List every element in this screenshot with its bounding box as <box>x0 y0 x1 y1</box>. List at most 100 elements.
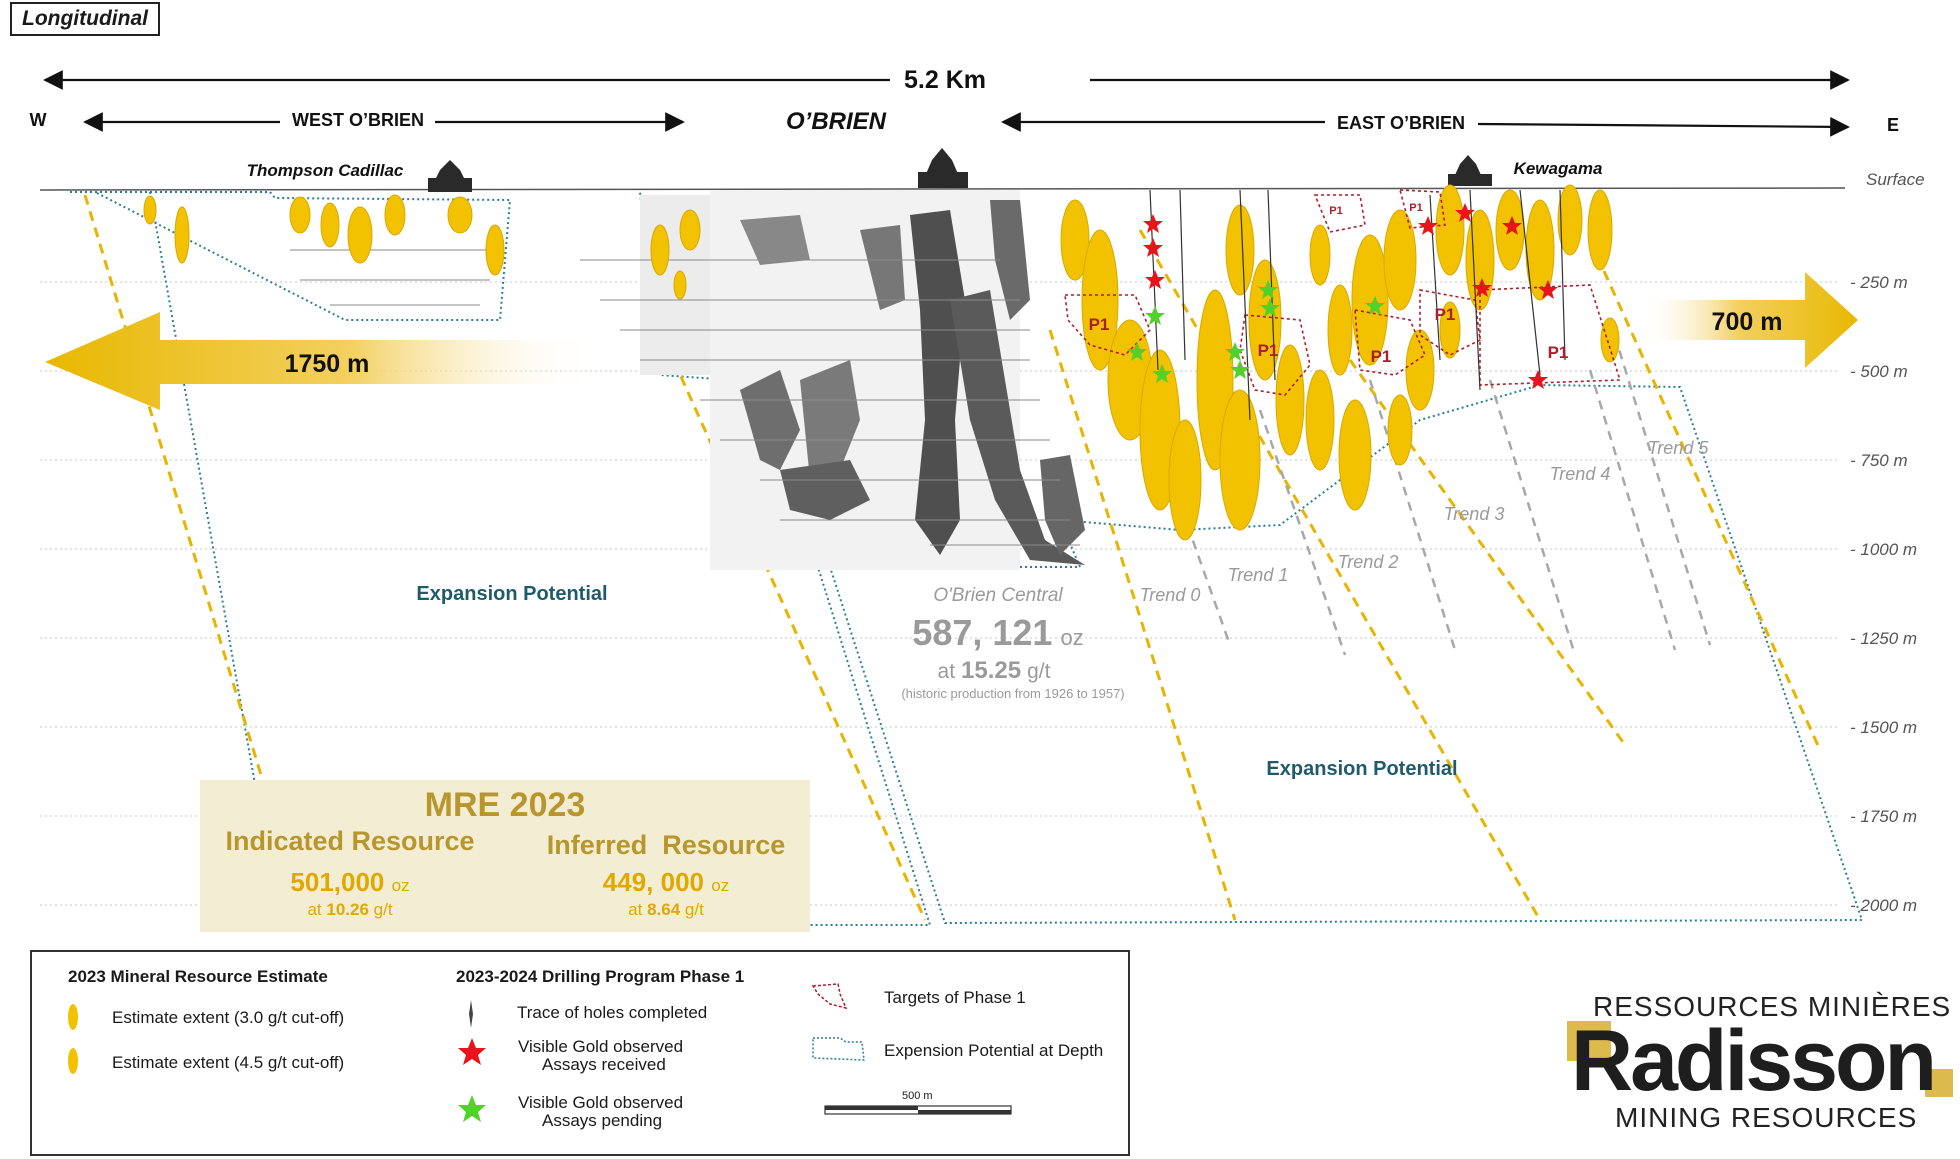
gold-texture-right <box>1925 1069 1953 1097</box>
obrien-central-grade-unit: g/t <box>1027 660 1051 683</box>
trend-1-label: Trend 1 <box>1228 565 1289 585</box>
legend-mre-title: 2023 Mineral Resource Estimate <box>68 967 328 986</box>
east-cardinal: E <box>1887 115 1899 135</box>
p1-label: P1 <box>1409 202 1422 214</box>
indicated-grade-prefix: at <box>307 900 322 919</box>
logo-top-text: RESSOURCES MINIÈRES <box>1593 991 1952 1022</box>
indicated-unit: oz <box>391 876 410 895</box>
logo-bottom-text: MINING RESOURCES <box>1615 1102 1918 1133</box>
underground-workings <box>290 148 1492 570</box>
indicated-grade-unit: g/t <box>373 900 393 919</box>
inferred-oz: 449, 000 <box>602 867 704 897</box>
trend-2-label: Trend 2 <box>1338 552 1399 572</box>
p1-label: P1 <box>1089 315 1110 334</box>
east-zone-label: EAST O’BRIEN <box>1337 113 1465 133</box>
indicated-grade: at 10.26 g/t <box>214 900 486 920</box>
west-cardinal: W <box>30 110 47 130</box>
mre-title: MRE 2023 <box>424 786 586 824</box>
expansion-outline-icon <box>812 1037 865 1061</box>
depth-250: - 250 m <box>1850 273 1908 292</box>
east-arrow-label: 700 m <box>1712 308 1783 336</box>
west-arrow <box>45 312 600 410</box>
legend-red-line2: Assays received <box>542 1055 666 1074</box>
drill-trace-icon <box>469 1000 473 1028</box>
site-kewagama: Kewagama <box>1514 159 1603 178</box>
trend-3-label: Trend 3 <box>1444 504 1505 524</box>
expansion-east-label: Expansion Potential <box>1266 758 1457 780</box>
radisson-logo: RESSOURCES MINIÈRES Radisson MINING RESO… <box>1555 985 1955 1135</box>
p1-label: P1 <box>1258 341 1279 360</box>
inferred-grade: at 8.64 g/t <box>530 900 802 920</box>
depth-500: - 500 m <box>1850 362 1908 381</box>
red-star-icon <box>458 1038 486 1065</box>
resource-lenses <box>143 184 1620 541</box>
center-zone-label: O’BRIEN <box>786 108 887 135</box>
legend-trace: Trace of holes completed <box>517 1003 708 1022</box>
inferred-unit: oz <box>711 876 730 895</box>
green-star-icon <box>458 1095 486 1122</box>
trend-5-label: Trend 5 <box>1648 438 1710 458</box>
inferred-label: Inferred Resource <box>546 830 786 860</box>
surface-line <box>39 187 1846 191</box>
indicated-grade-value: 10.26 <box>326 900 369 919</box>
east-arrow <box>1640 272 1858 368</box>
p1-label: P1 <box>1329 205 1342 217</box>
depth-1250: - 1250 m <box>1850 629 1917 648</box>
trend-4-label: Trend 4 <box>1550 464 1611 484</box>
depth-1500: - 1500 m <box>1850 718 1917 737</box>
obrien-central-ounces-value: 587, 121 <box>912 612 1052 653</box>
indicated-label: Indicated Resource <box>225 826 475 856</box>
logo-name: Radisson <box>1571 1013 1937 1109</box>
depth-2000: - 2000 m <box>1850 896 1917 915</box>
obrien-central-grade-prefix: at <box>938 660 956 683</box>
target-outline-icon <box>811 983 848 1010</box>
site-thompson-cadillac: Thompson Cadillac <box>247 161 404 180</box>
obrien-central-grade: at 15.25 g/t <box>938 657 1051 684</box>
legend-expansion: Expension Potential at Depth <box>884 1041 1104 1060</box>
legend-mre-item-2: Estimate extent (4.5 g/t cut-off) <box>112 1053 345 1072</box>
depth-surface: Surface <box>1866 170 1925 189</box>
depth-1750: - 1750 m <box>1850 807 1917 826</box>
visible-gold-stars <box>1127 203 1558 389</box>
legend-green-line2: Assays pending <box>542 1111 663 1130</box>
gold-texture-left <box>1567 1021 1611 1061</box>
obrien-central-grade-value: 15.25 <box>961 657 1021 684</box>
west-zone-label: WEST O’BRIEN <box>292 110 424 130</box>
obrien-central-title: O'Brien Central <box>933 585 1063 606</box>
obrien-central-note: (historic production from 1926 to 1957) <box>901 686 1124 701</box>
total-length-label: 5.2 Km <box>904 66 986 94</box>
longitudinal-label: Longitudinal <box>10 2 160 36</box>
inferred-grade-value: 8.64 <box>647 900 681 919</box>
expansion-west-label: Expansion Potential <box>416 583 607 605</box>
legend-lens-45g-icon <box>68 1048 78 1074</box>
inferred-grade-unit: g/t <box>684 900 704 919</box>
inferred-grade-prefix: at <box>628 900 643 919</box>
depth-1000: - 1000 m <box>1850 540 1917 559</box>
structure-dashes <box>83 194 1822 921</box>
indicated-oz: 501,000 <box>290 867 385 897</box>
legend-drill-title: 2023-2024 Drilling Program Phase 1 <box>456 967 745 986</box>
obrien-central-ounces: 587, 121 oz <box>912 612 1083 653</box>
scale-bar <box>824 1105 1012 1115</box>
expansion-outlines <box>70 191 1864 926</box>
indicated-value: 501,000 oz <box>214 867 486 898</box>
inferred-value: 449, 000 oz <box>530 867 802 898</box>
obrien-central-ounces-unit: oz <box>1060 625 1083 650</box>
legend-lens-3g-icon <box>68 1004 78 1030</box>
p1-targets <box>1064 189 1622 396</box>
p1-label: P1 <box>1548 343 1569 362</box>
legend-red-line1: Visible Gold observed <box>518 1037 684 1056</box>
legend-green-line1: Visible Gold observed <box>518 1093 684 1112</box>
trend-0-label: Trend 0 <box>1140 585 1201 605</box>
legend-mre-item-1: Estimate extent (3.0 g/t cut-off) <box>112 1008 345 1027</box>
depth-750: - 750 m <box>1850 451 1908 470</box>
dimension-arrows <box>43 70 1850 137</box>
west-arrow-label: 1750 m <box>285 350 370 378</box>
legend-targets: Targets of Phase 1 <box>884 988 1026 1007</box>
scale-bar-label: 500 m <box>902 1090 933 1102</box>
mre-2023-box: MRE 2023 Indicated Resource 501,000 oz a… <box>200 780 810 932</box>
legend: 2023 Mineral Resource Estimate Estimate … <box>30 950 1130 1156</box>
p1-label: P1 <box>1435 305 1456 324</box>
p1-label: P1 <box>1371 347 1392 366</box>
